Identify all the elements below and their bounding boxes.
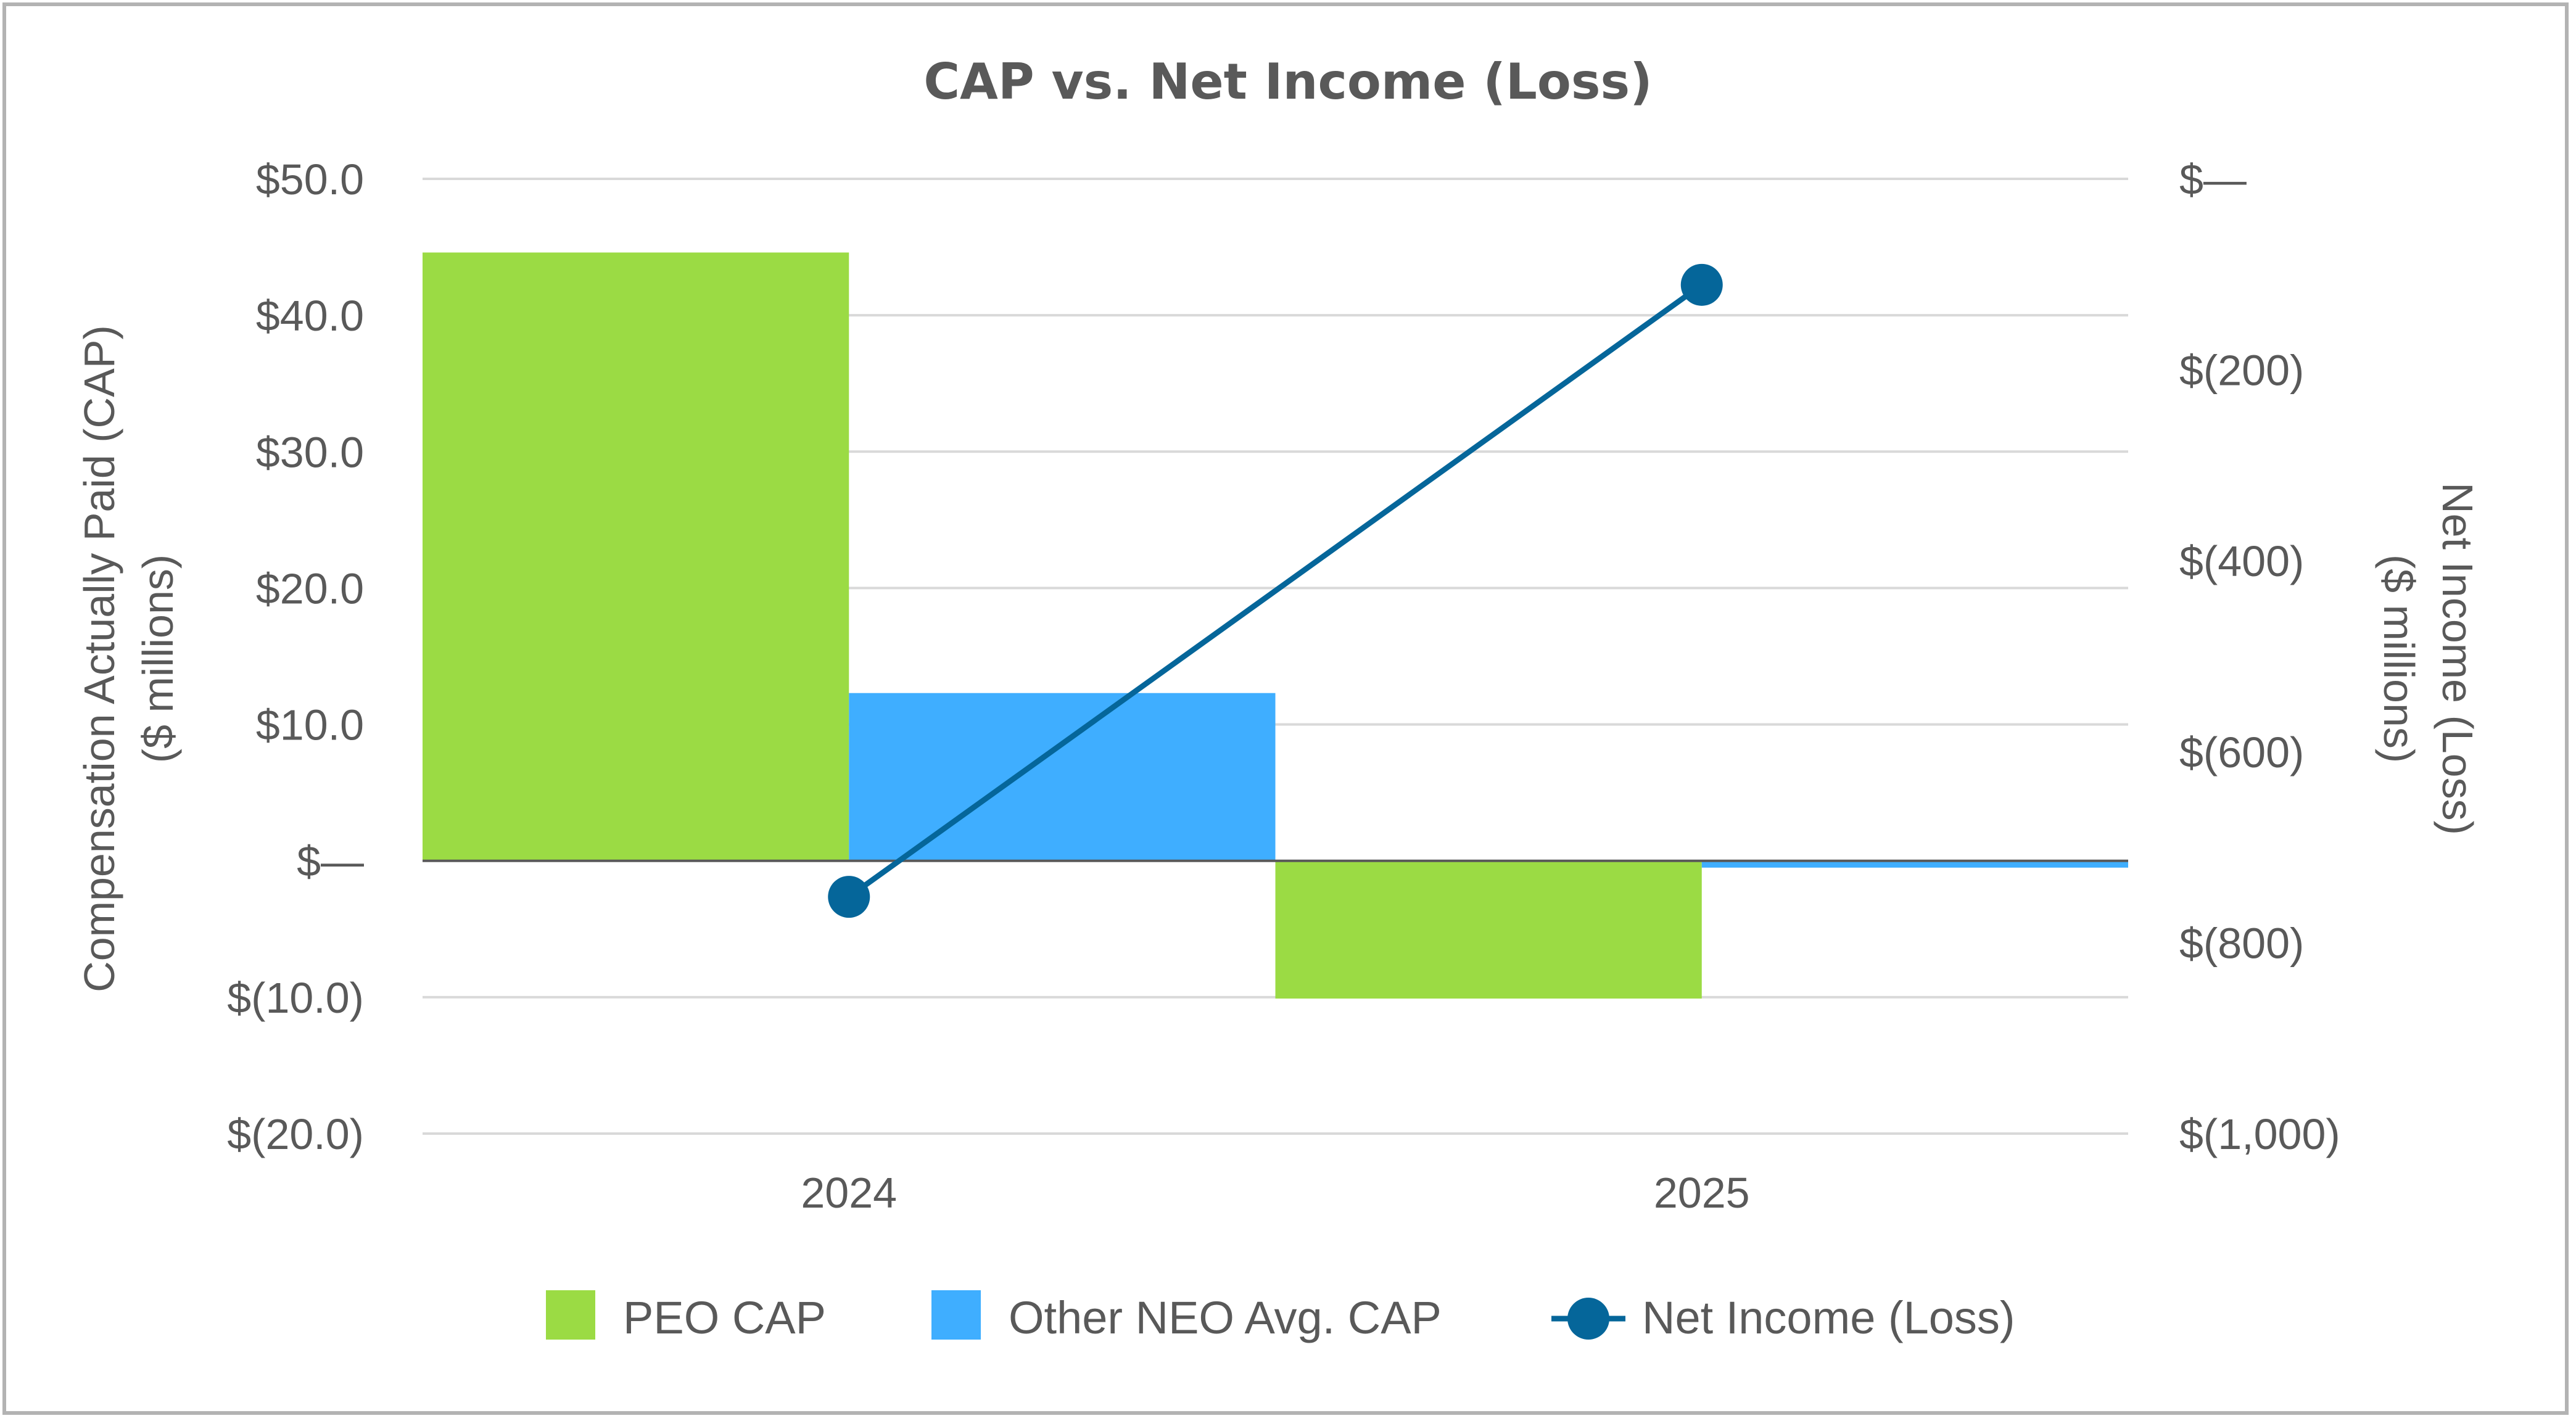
legend-label-other-neo: Other NEO Avg. CAP (1009, 1292, 1442, 1343)
bar-other-neo-avg-cap-2025 (1701, 860, 2128, 868)
legend-marker-net-income (1567, 1298, 1609, 1340)
x-tick-label-2024: 2024 (801, 1169, 897, 1217)
left-tick-label: $30.0 (256, 428, 364, 476)
chart-title: CAP vs. Net Income (Loss) (923, 53, 1652, 110)
left-tick-label: $— (297, 838, 364, 886)
left-axis-label-line2: ($ millions) (134, 554, 182, 763)
bar-other-neo-avg-cap-2024 (849, 693, 1276, 861)
left-tick-label: $(20.0) (227, 1110, 364, 1158)
right-axis-label-line1: Net Income (Loss) (2434, 482, 2482, 835)
legend-label-net-income: Net Income (Loss) (1642, 1292, 2015, 1343)
right-axis-label-line2: ($ millions) (2375, 554, 2423, 763)
bars (423, 252, 2128, 999)
right-tick-label: $(200) (2179, 347, 2304, 395)
right-tick-label: $— (2179, 155, 2247, 204)
right-tick-label: $(400) (2179, 537, 2304, 585)
right-tick-label: $(1,000) (2179, 1110, 2340, 1158)
left-tick-label: $20.0 (256, 564, 364, 612)
net-income-line (828, 263, 1723, 918)
right-tick-label: $(800) (2179, 919, 2304, 967)
legend-swatch-other-neo (931, 1290, 981, 1340)
net-income-point-2025 (1680, 263, 1723, 306)
legend-swatch-peo-cap (546, 1290, 595, 1340)
legend-label-peo-cap: PEO CAP (623, 1292, 826, 1343)
left-axis-label-line1: Compensation Actually Paid (CAP) (75, 325, 123, 992)
x-tick-label-2025: 2025 (1654, 1169, 1750, 1217)
left-tick-label: $50.0 (256, 155, 364, 204)
bar-peo-cap-2024 (423, 252, 849, 861)
left-axis-ticks: $50.0 $40.0 $30.0 $20.0 $10.0 $— $(10.0) $(20.0… (227, 155, 364, 1158)
right-axis-ticks: $— $(200) $(400) $(600) $(800) $(1,000) (2179, 155, 2340, 1158)
net-income-point-2024 (828, 876, 870, 918)
x-axis-ticks: 2024 2025 (801, 1169, 1749, 1217)
right-tick-label: $(600) (2179, 728, 2304, 776)
net-income-line-path (847, 282, 1704, 899)
left-tick-label: $10.0 (256, 701, 364, 749)
legend: PEO CAP Other NEO Avg. CAP Net Income (L… (546, 1290, 2015, 1343)
left-tick-label: $(10.0) (227, 974, 364, 1022)
left-tick-label: $40.0 (256, 292, 364, 340)
bar-peo-cap-2025 (1275, 860, 1702, 999)
